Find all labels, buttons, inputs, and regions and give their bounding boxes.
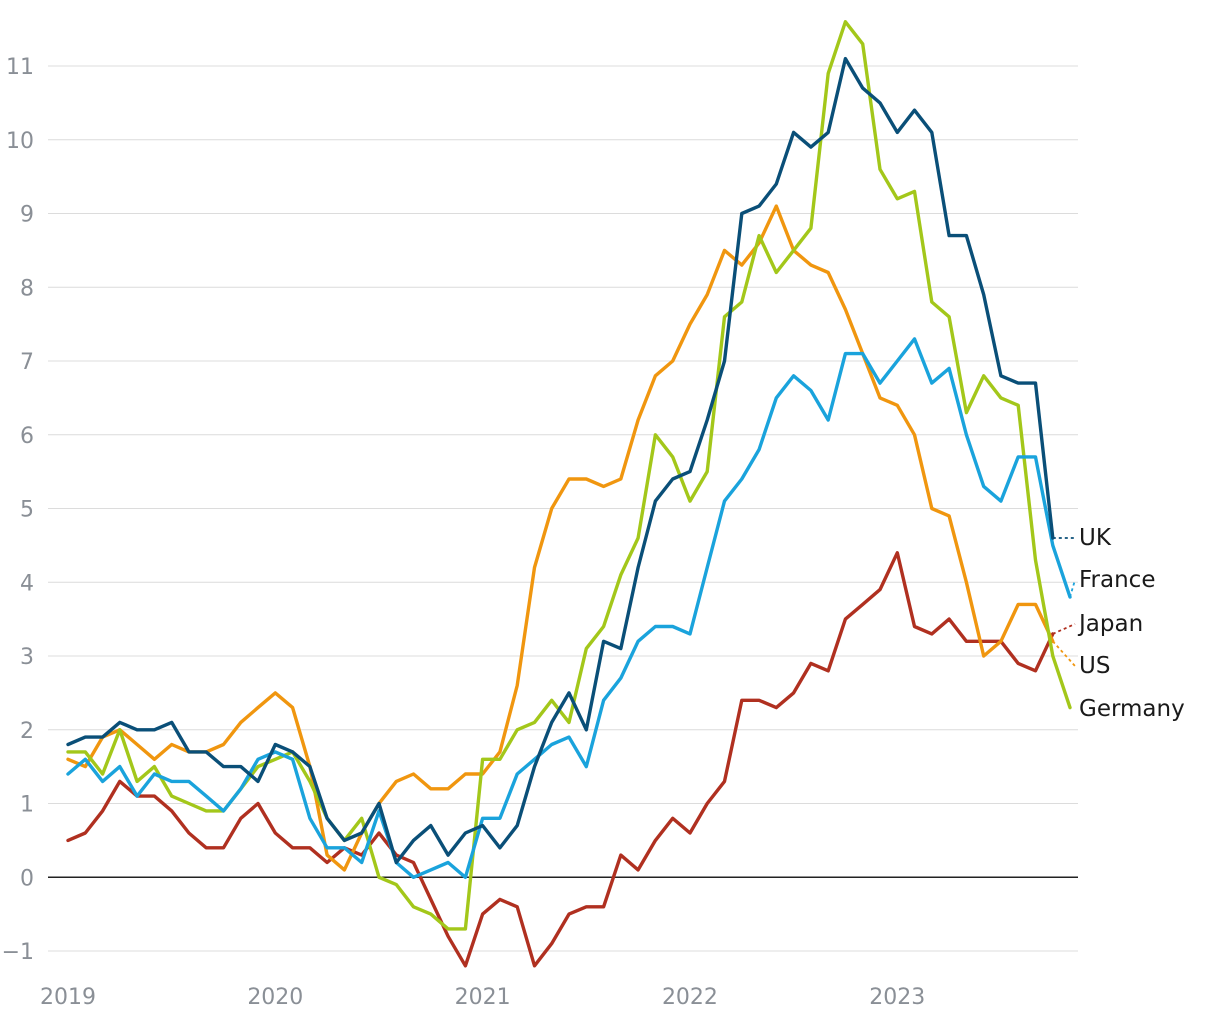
x-tick-label: 2020 (247, 985, 303, 1010)
x-tick-label: 2021 (455, 985, 511, 1010)
x-tick-label: 2022 (662, 985, 718, 1010)
legend-label-germany: Germany (1079, 696, 1185, 722)
series-line-germany (66, 20, 1072, 931)
y-tick-label: 3 (20, 645, 34, 670)
y-tick-label: 2 (20, 719, 34, 744)
legend-label-us: US (1079, 653, 1110, 679)
series-line-france (66, 337, 1072, 879)
series-line-uk (66, 56, 1055, 865)
legend-label-japan: Japan (1077, 611, 1143, 637)
gridlines (48, 65, 1078, 952)
series-line-japan (66, 551, 1055, 968)
series-line-us (66, 204, 1055, 872)
legend-label-uk: UK (1079, 525, 1112, 551)
y-tick-label: 0 (20, 866, 34, 891)
axes: −1 0 1 2 3 4 5 6 7 8 9 10 11 2019 2020 2021 2022 2023 (2, 55, 926, 1010)
y-tick-label: 4 (20, 571, 34, 596)
y-tick-label: −1 (2, 940, 34, 965)
y-tick-label: 10 (6, 129, 34, 154)
legend-leader-france (1069, 579, 1076, 598)
y-tick-label: 1 (20, 793, 34, 818)
y-tick-label: 9 (20, 203, 34, 228)
legend-leader-japan (1052, 623, 1076, 635)
y-tick-label: 8 (20, 276, 34, 301)
y-tick-label: 6 (20, 424, 34, 449)
x-tick-label: 2019 (40, 985, 96, 1010)
series-lines (66, 20, 1072, 968)
y-tick-label: 5 (20, 498, 34, 523)
legend: UK France Japan US Germany (1052, 525, 1185, 722)
x-tick-label: 2023 (869, 985, 925, 1010)
legend-label-france: France (1079, 567, 1155, 593)
y-tick-label: 11 (6, 55, 34, 80)
y-tick-label: 7 (20, 350, 34, 375)
